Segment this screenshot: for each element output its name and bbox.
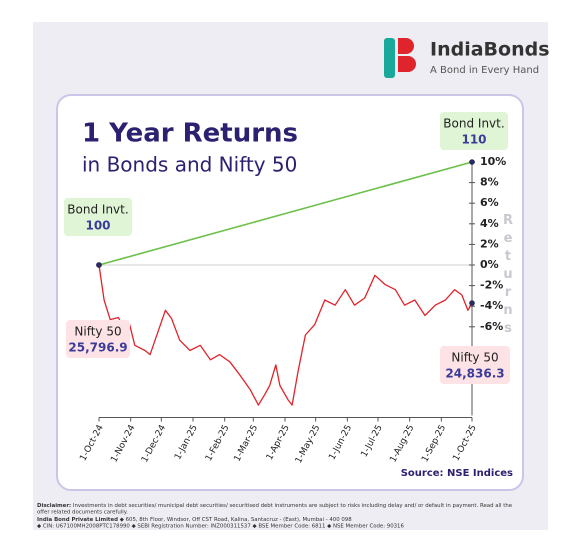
logo-shape bbox=[398, 38, 416, 72]
endpoint bbox=[96, 262, 102, 268]
annotations: Bond Invt. 100 Nifty 50 25,796.9 Bond In… bbox=[64, 112, 510, 384]
disclaimer-2: offer related documents carefully. bbox=[37, 510, 128, 516]
annotation-value: 25,796.9 bbox=[68, 341, 127, 355]
address: ◆ 605, 8th Floor, Windsor, Off CST Road,… bbox=[120, 517, 352, 523]
annotation-box bbox=[440, 112, 508, 150]
annotation-box bbox=[64, 198, 132, 236]
logo bbox=[384, 38, 416, 78]
y-tick-label: 4% bbox=[480, 217, 499, 230]
y-tick-label: -2% bbox=[480, 279, 503, 292]
y-tick-label: -4% bbox=[480, 299, 503, 312]
y-tick-label: 2% bbox=[480, 237, 499, 250]
annotation-label: Bond Invt. bbox=[443, 117, 504, 131]
y-axis-label: Returns bbox=[501, 213, 516, 339]
endpoint bbox=[469, 300, 475, 306]
annotation-label: Nifty 50 bbox=[451, 351, 498, 365]
disclaimer: Disclaimer: Investments in debt securiti… bbox=[37, 503, 513, 509]
card bbox=[56, 94, 524, 491]
annotation-value: 110 bbox=[461, 133, 486, 147]
annotation-box bbox=[66, 320, 130, 358]
brand-name: IndiaBonds bbox=[430, 39, 550, 61]
source: Source: NSE Indices bbox=[401, 468, 513, 479]
chart-subtitle: in Bonds and Nifty 50 bbox=[82, 153, 297, 177]
y-tick-label: -6% bbox=[480, 320, 503, 333]
y-tick-label: 10% bbox=[480, 155, 506, 168]
annotation-value: 24,836.3 bbox=[445, 367, 504, 381]
series-line bbox=[98, 264, 473, 406]
endpoint bbox=[469, 159, 475, 165]
y-tick-label: 8% bbox=[480, 176, 499, 189]
brand-tagline: A Bond in Every Hand bbox=[430, 65, 539, 76]
registration: ◆ CIN: U67100MH2008PTC178990 ◆ SEBI Regi… bbox=[37, 524, 404, 530]
footer: Disclaimer: Investments in debt securiti… bbox=[37, 503, 513, 530]
annotation-label: Bond Invt. bbox=[67, 203, 128, 217]
annotation-value: 100 bbox=[85, 219, 110, 233]
annotation-box bbox=[440, 346, 510, 384]
disclaimer-label: Disclaimer: bbox=[37, 503, 71, 509]
series-line bbox=[98, 161, 473, 266]
y-tick-label: 0% bbox=[480, 258, 499, 271]
company-name: India Bond Private Limited bbox=[37, 517, 118, 523]
disclaimer-text: Investments in debt securities/ municipa… bbox=[73, 503, 513, 509]
company: India Bond Private Limited ◆ 605, 8th Fl… bbox=[37, 517, 352, 523]
logo-bar bbox=[384, 38, 395, 78]
annotation-label: Nifty 50 bbox=[74, 325, 121, 339]
chart-title: 1 Year Returns bbox=[82, 119, 298, 149]
y-tick-label: 6% bbox=[480, 196, 499, 209]
